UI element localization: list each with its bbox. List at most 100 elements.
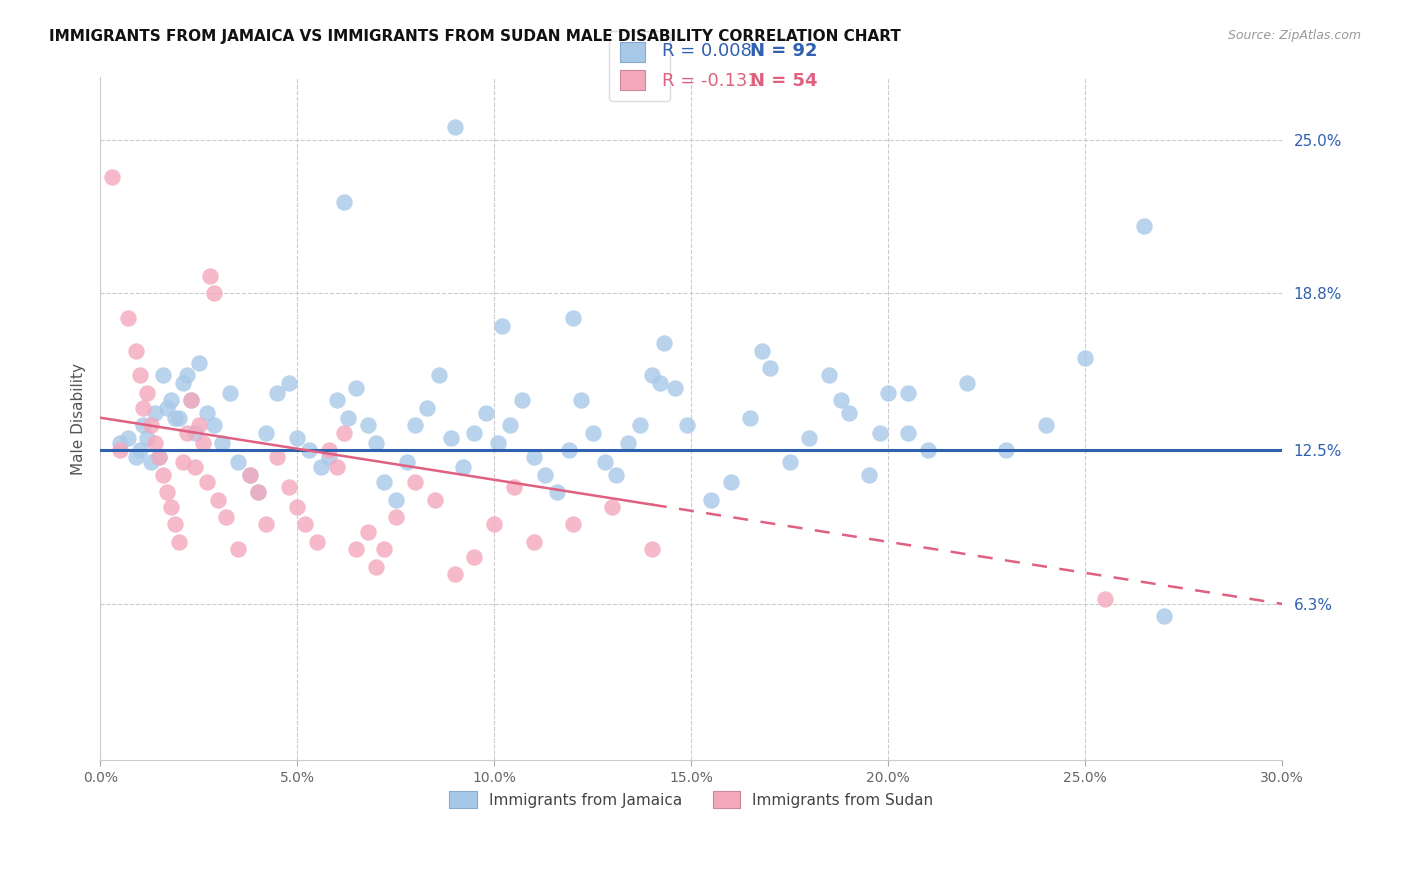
Point — [246, 485, 269, 500]
Point — [569, 393, 592, 408]
Point — [325, 393, 347, 408]
Point — [108, 442, 131, 457]
Point — [187, 356, 209, 370]
Point — [664, 381, 686, 395]
Point — [628, 418, 651, 433]
Point — [404, 475, 426, 490]
Point — [132, 401, 155, 415]
Point — [254, 425, 277, 440]
Point — [443, 120, 465, 134]
Point — [207, 492, 229, 507]
Point — [101, 169, 124, 184]
Point — [482, 517, 505, 532]
Point — [172, 376, 194, 390]
Point — [148, 450, 170, 465]
Point — [443, 567, 465, 582]
Text: IMMIGRANTS FROM JAMAICA VS IMMIGRANTS FROM SUDAN MALE DISABILITY CORRELATION CHA: IMMIGRANTS FROM JAMAICA VS IMMIGRANTS FR… — [49, 29, 901, 44]
Point — [720, 475, 742, 490]
Legend: Immigrants from Jamaica, Immigrants from Sudan: Immigrants from Jamaica, Immigrants from… — [443, 785, 939, 814]
Point — [226, 542, 249, 557]
Point — [499, 418, 522, 433]
Point — [897, 425, 920, 440]
Point — [195, 406, 218, 420]
Point — [117, 431, 139, 445]
Point — [510, 393, 533, 408]
Point — [534, 467, 557, 482]
Point — [818, 368, 841, 383]
Point — [160, 500, 183, 514]
Point — [869, 425, 891, 440]
Point — [305, 534, 328, 549]
Point — [325, 460, 347, 475]
Point — [897, 385, 920, 400]
Point — [152, 368, 174, 383]
Point — [364, 435, 387, 450]
Point — [759, 361, 782, 376]
Point — [219, 385, 242, 400]
Point — [605, 467, 627, 482]
Point — [416, 401, 439, 415]
Point — [562, 517, 585, 532]
Point — [357, 418, 380, 433]
Point — [117, 311, 139, 326]
Text: R = -0.131: R = -0.131 — [662, 72, 759, 90]
Point — [357, 524, 380, 539]
Point — [700, 492, 723, 507]
Point — [1074, 351, 1097, 365]
Point — [641, 368, 664, 383]
Text: R = 0.008: R = 0.008 — [662, 42, 752, 60]
Point — [136, 385, 159, 400]
Point — [183, 425, 205, 440]
Point — [148, 450, 170, 465]
Point — [143, 435, 166, 450]
Point — [1094, 591, 1116, 606]
Point — [202, 286, 225, 301]
Point — [648, 376, 671, 390]
Point — [278, 376, 301, 390]
Point — [156, 485, 179, 500]
Point — [180, 393, 202, 408]
Point — [195, 475, 218, 490]
Point — [183, 460, 205, 475]
Point — [246, 485, 269, 500]
Point — [344, 542, 367, 557]
Point — [617, 435, 640, 450]
Point — [285, 431, 308, 445]
Point — [200, 269, 222, 284]
Point — [440, 431, 463, 445]
Point — [858, 467, 880, 482]
Text: N = 54: N = 54 — [749, 72, 817, 90]
Point — [396, 455, 419, 469]
Point — [141, 455, 163, 469]
Point — [143, 406, 166, 420]
Point — [475, 406, 498, 420]
Point — [562, 311, 585, 326]
Point — [344, 381, 367, 395]
Point — [1133, 219, 1156, 234]
Point — [337, 410, 360, 425]
Point — [740, 410, 762, 425]
Point — [384, 510, 406, 524]
Point — [163, 517, 186, 532]
Point — [491, 318, 513, 333]
Point — [582, 425, 605, 440]
Point — [1153, 609, 1175, 624]
Point — [124, 343, 146, 358]
Point — [172, 455, 194, 469]
Point — [278, 480, 301, 494]
Text: Source: ZipAtlas.com: Source: ZipAtlas.com — [1227, 29, 1361, 42]
Point — [558, 442, 581, 457]
Point — [523, 534, 546, 549]
Point — [239, 467, 262, 482]
Point — [364, 559, 387, 574]
Point — [423, 492, 446, 507]
Point — [160, 393, 183, 408]
Point — [917, 442, 939, 457]
Point — [285, 500, 308, 514]
Point — [830, 393, 852, 408]
Point — [124, 450, 146, 465]
Point — [294, 517, 316, 532]
Point — [838, 406, 860, 420]
Y-axis label: Male Disability: Male Disability — [72, 363, 86, 475]
Point — [877, 385, 900, 400]
